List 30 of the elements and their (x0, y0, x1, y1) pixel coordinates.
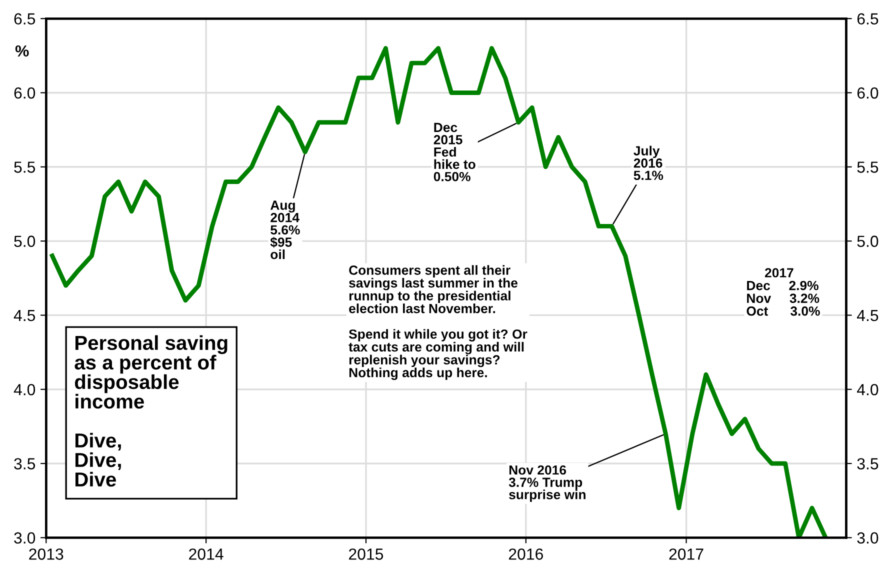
y-tick-label: 4.5 (14, 310, 36, 322)
y2-tick-label: 5.0 (857, 236, 878, 247)
x-tick-label: 2016 (508, 548, 543, 560)
y2-tick-label: 6.0 (857, 87, 878, 99)
y2-tick-label: 6.5 (857, 13, 878, 25)
y-axis-title: % (15, 45, 29, 57)
annotation: 2017 Dec 2.9% Nov 3.2% Oct 3.0% (746, 268, 820, 316)
y2-tick-label: 4.0 (856, 384, 878, 396)
annotation: Aug 2014 5.6% $95 oil (270, 200, 300, 260)
y-tick-label: 6.0 (14, 87, 36, 99)
x-tick-label: 2017 (669, 548, 704, 560)
annotation: July 2016 5.1% (634, 146, 664, 180)
line-series (50, 46, 828, 538)
text: Consumers spent all their savings last summer in the runnup to the presidential election last November. Spend it while you got it? Or tax cuts are coming and will replenish your savings? Nothing adds up here. (348, 265, 528, 380)
y2-tick-label: 5.5 (857, 162, 878, 173)
y2-tick-label: 3.0 (857, 532, 878, 544)
chart-title: Personal saving as a percent of disposable income Dive, Dive, Dive (74, 335, 228, 487)
y-tick-label: 3.5 (14, 458, 36, 470)
y-tick-label: 6.5 (14, 13, 36, 25)
x-tick-label: 2013 (29, 548, 64, 560)
y2-tick-label: 3.5 (857, 458, 878, 470)
y-tick-label: 3.0 (14, 532, 36, 544)
x-tick-label: 2015 (349, 548, 384, 560)
y-tick-label: 5.5 (14, 162, 36, 173)
annotation: Nov 2016 3.7% Trump surprise win (508, 465, 586, 502)
annotation: Dec 2015 Fed hike to 0.50% (434, 122, 476, 182)
x-tick-label: 2014 (189, 548, 224, 560)
y-tick-label: 4.0 (14, 384, 36, 396)
y-tick-label: 5.0 (14, 236, 36, 247)
y2-tick-label: 4.5 (856, 310, 878, 322)
